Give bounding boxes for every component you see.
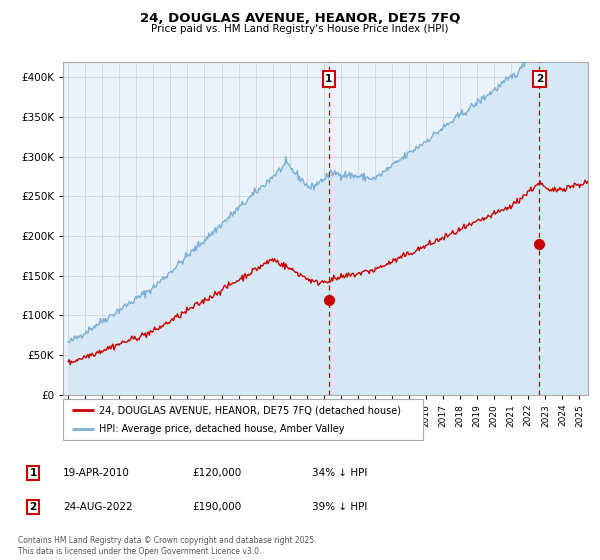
Text: 24-AUG-2022: 24-AUG-2022: [63, 502, 133, 512]
Text: £190,000: £190,000: [192, 502, 241, 512]
Text: 34% ↓ HPI: 34% ↓ HPI: [312, 468, 367, 478]
Text: Contains HM Land Registry data © Crown copyright and database right 2025.
This d: Contains HM Land Registry data © Crown c…: [18, 536, 317, 556]
Text: Price paid vs. HM Land Registry's House Price Index (HPI): Price paid vs. HM Land Registry's House …: [151, 24, 449, 34]
Text: 2: 2: [536, 74, 543, 84]
Text: 24, DOUGLAS AVENUE, HEANOR, DE75 7FQ: 24, DOUGLAS AVENUE, HEANOR, DE75 7FQ: [140, 12, 460, 25]
Text: 1: 1: [29, 468, 37, 478]
Text: £120,000: £120,000: [192, 468, 241, 478]
Text: 1: 1: [325, 74, 332, 84]
Text: 24, DOUGLAS AVENUE, HEANOR, DE75 7FQ (detached house): 24, DOUGLAS AVENUE, HEANOR, DE75 7FQ (de…: [99, 405, 401, 415]
FancyBboxPatch shape: [63, 399, 423, 440]
Text: HPI: Average price, detached house, Amber Valley: HPI: Average price, detached house, Ambe…: [99, 424, 344, 433]
Text: 39% ↓ HPI: 39% ↓ HPI: [312, 502, 367, 512]
Text: 19-APR-2010: 19-APR-2010: [63, 468, 130, 478]
Text: 2: 2: [29, 502, 37, 512]
